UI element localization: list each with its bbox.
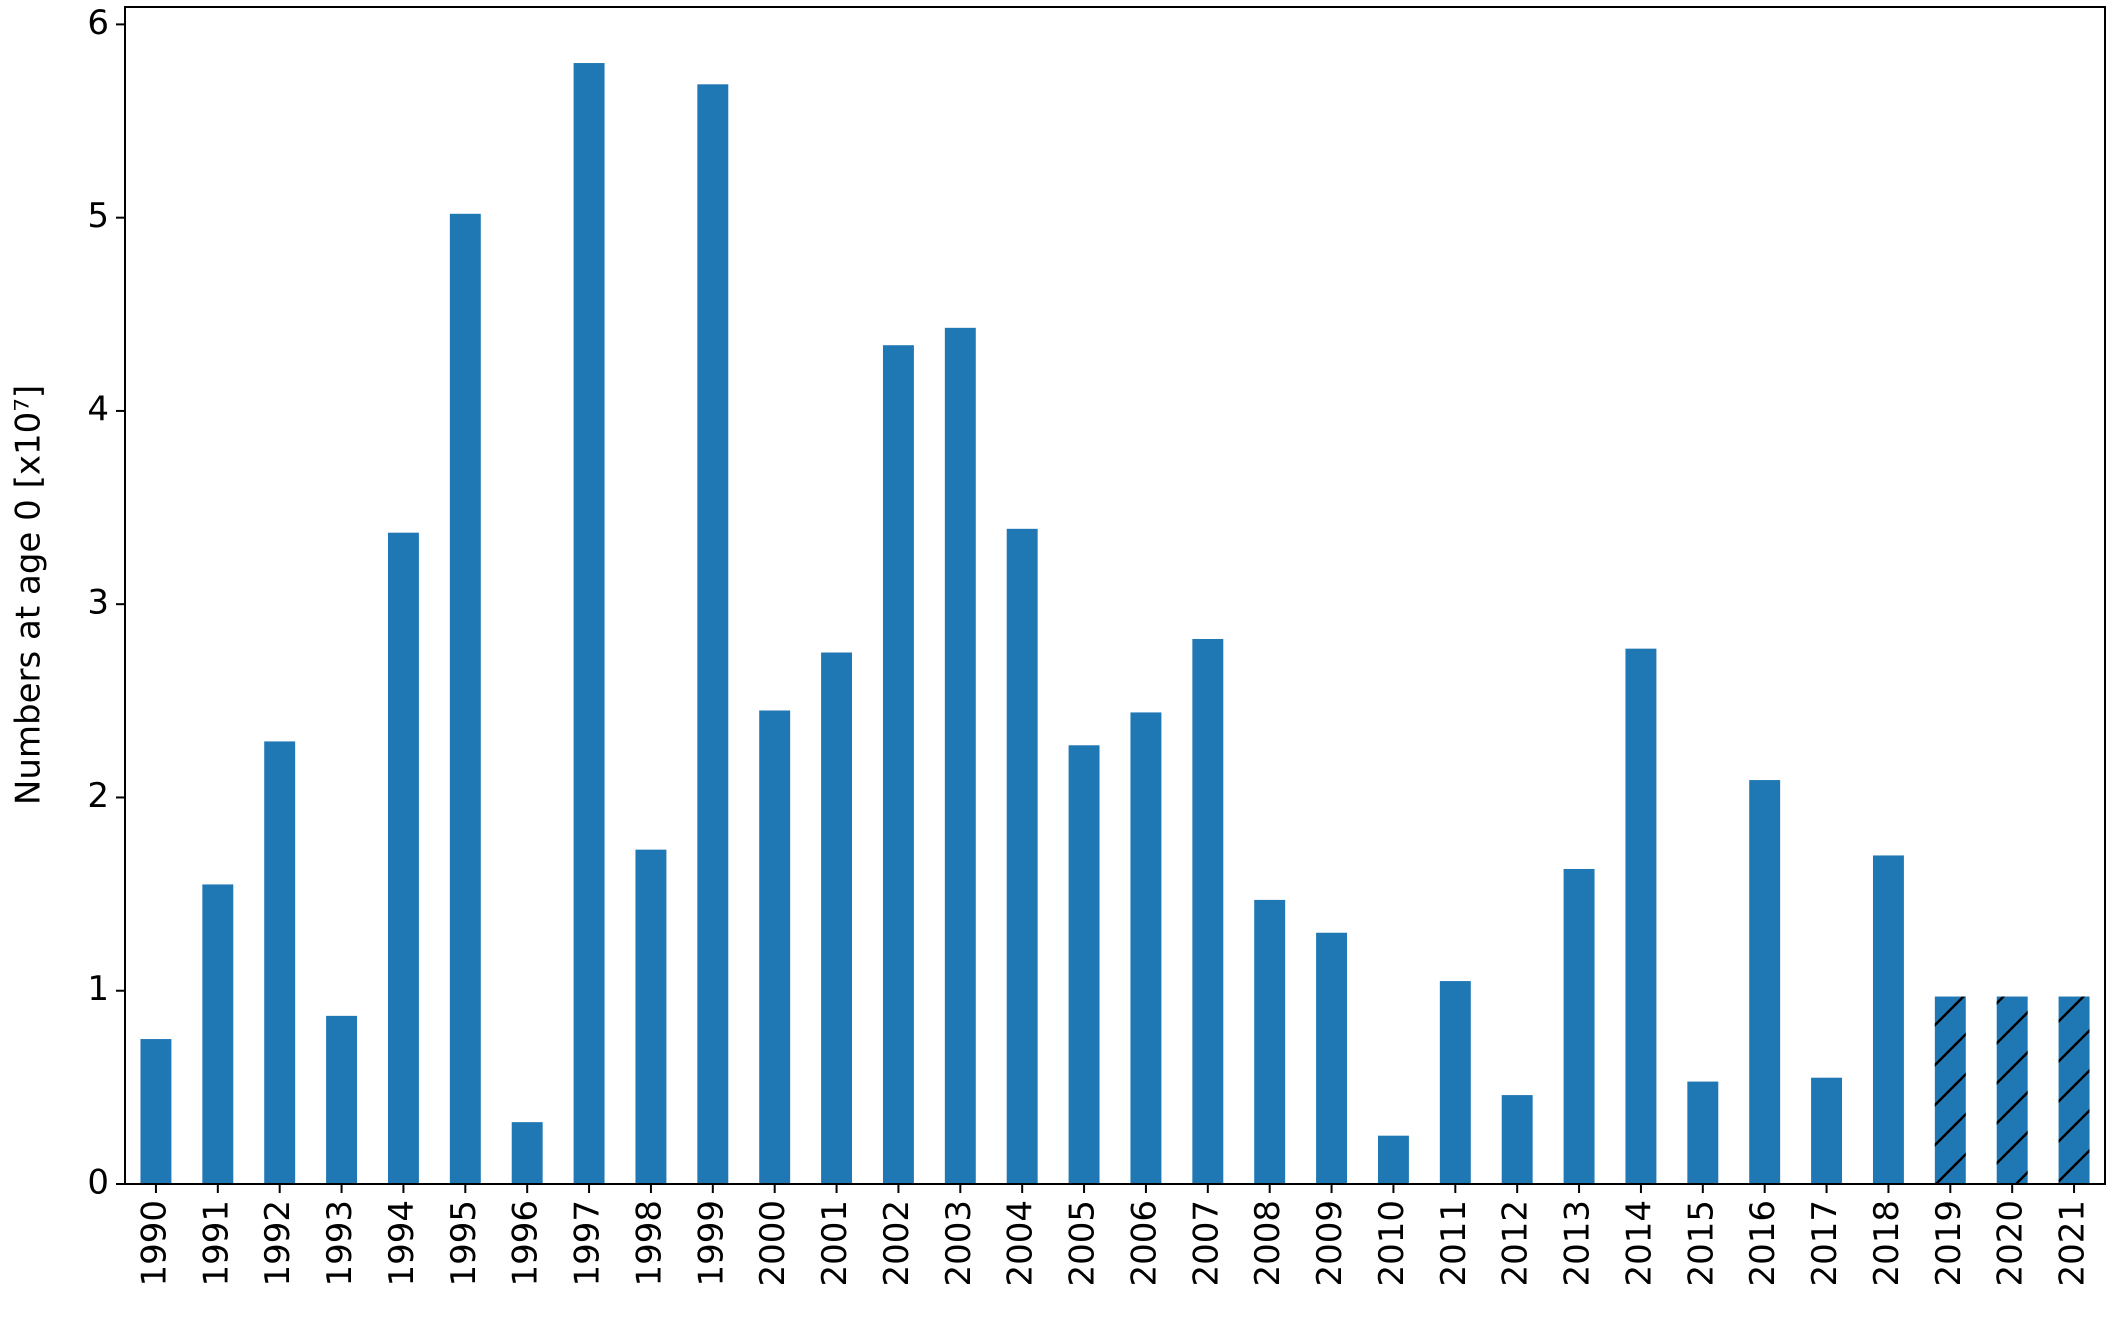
bar — [944, 327, 976, 1184]
x-tick-label: 2012 — [1496, 1200, 1536, 1287]
bar — [140, 1039, 172, 1184]
x-tick-label: 1992 — [258, 1200, 298, 1287]
x-tick-label: 2010 — [1372, 1200, 1412, 1287]
x-tick-label: 2008 — [1248, 1200, 1288, 1287]
x-tick-label: 2014 — [1619, 1200, 1659, 1287]
x-tick-label: 1999 — [691, 1200, 731, 1287]
bar — [1006, 528, 1038, 1184]
x-tick-label: 1990 — [134, 1200, 174, 1287]
bar-hatch — [1996, 996, 2028, 1184]
bar — [1439, 981, 1471, 1184]
bar — [387, 532, 419, 1184]
x-tick-label: 2019 — [1929, 1200, 1969, 1287]
x-tick-label: 2017 — [1805, 1200, 1845, 1287]
x-tick-label: 2005 — [1063, 1200, 1103, 1287]
y-tick-label: 3 — [87, 583, 109, 623]
x-tick-label: 2011 — [1434, 1200, 1474, 1287]
bar — [1811, 1077, 1843, 1184]
y-tick-label: 4 — [87, 389, 109, 429]
bar — [1130, 712, 1162, 1184]
x-tick-label: 2009 — [1310, 1200, 1350, 1287]
x-tick-label: 1995 — [444, 1200, 484, 1287]
x-tick-label: 1998 — [629, 1200, 669, 1287]
y-tick-label: 2 — [87, 776, 109, 816]
bar — [264, 741, 296, 1184]
x-tick-label: 1997 — [568, 1200, 608, 1287]
x-tick-label: 2016 — [1743, 1200, 1783, 1287]
bar — [511, 1122, 543, 1184]
bar — [326, 1015, 358, 1184]
y-tick-label: 0 — [87, 1163, 109, 1203]
x-tick-label: 2021 — [2053, 1200, 2093, 1287]
bar — [882, 345, 914, 1184]
bar — [1563, 868, 1595, 1184]
y-tick-label: 1 — [87, 969, 109, 1009]
bar — [1254, 899, 1286, 1184]
y-axis-label: Numbers at age 0 [x10⁷] — [9, 385, 49, 805]
x-tick-label: 2006 — [1124, 1200, 1164, 1287]
bar — [1377, 1135, 1409, 1184]
bar — [1501, 1095, 1533, 1184]
bar — [635, 849, 667, 1184]
x-tick-label: 2013 — [1558, 1200, 1598, 1287]
bar — [1625, 648, 1657, 1184]
x-tick-label: 1996 — [506, 1200, 546, 1287]
x-tick-label: 1991 — [196, 1200, 236, 1287]
x-tick-label: 2004 — [1001, 1200, 1041, 1287]
bar — [202, 884, 234, 1184]
bar — [1068, 745, 1100, 1184]
bar — [1872, 855, 1904, 1184]
plot-frame — [124, 6, 2106, 1185]
y-tick-label: 5 — [87, 196, 109, 236]
x-tick-label: 1993 — [320, 1200, 360, 1287]
x-tick-label: 2018 — [1867, 1200, 1907, 1287]
x-tick-label: 2003 — [939, 1200, 979, 1287]
bar — [1687, 1081, 1719, 1184]
bar — [573, 63, 605, 1185]
x-tick-label: 1994 — [382, 1200, 422, 1287]
x-tick-label: 2001 — [815, 1200, 855, 1287]
bar — [697, 84, 729, 1185]
x-tick-label: 2002 — [877, 1200, 917, 1287]
x-tick-label: 2015 — [1681, 1200, 1721, 1287]
x-tick-label: 2020 — [1991, 1200, 2031, 1287]
bar — [449, 213, 481, 1184]
bar — [821, 652, 853, 1184]
bar-hatch — [2058, 996, 2090, 1184]
bar — [759, 710, 791, 1184]
bar — [1749, 780, 1781, 1184]
x-tick-label: 2000 — [753, 1200, 793, 1287]
bar-hatch — [1934, 996, 1966, 1184]
y-tick-label: 6 — [87, 3, 109, 43]
x-tick-label: 2007 — [1186, 1200, 1226, 1287]
bar — [1192, 638, 1224, 1184]
bar — [1316, 932, 1348, 1184]
